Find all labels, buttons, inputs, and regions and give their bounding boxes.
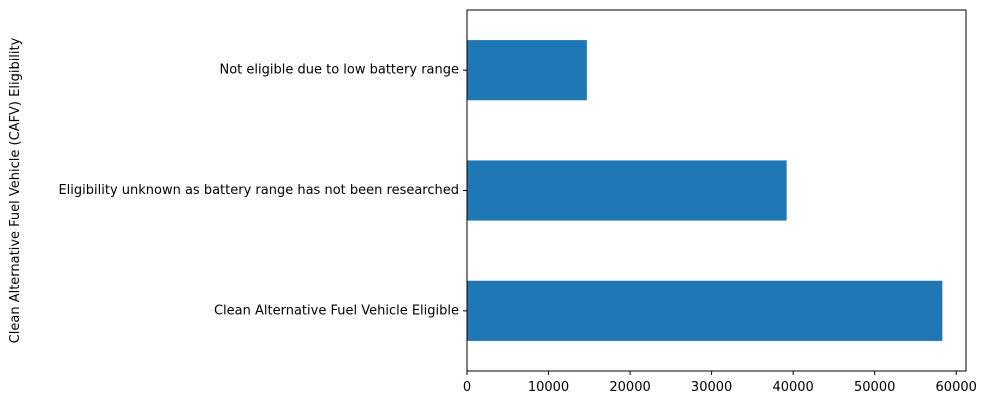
x-tick-label: 0 bbox=[463, 380, 471, 395]
bar bbox=[467, 280, 943, 341]
x-tick-label: 50000 bbox=[854, 380, 895, 395]
x-tick-label: 20000 bbox=[609, 380, 650, 395]
x-tick-label: 30000 bbox=[691, 380, 732, 395]
y-axis-label: Clean Alternative Fuel Vehicle (CAFV) El… bbox=[8, 37, 23, 343]
y-axis-ticks: Not eligible due to low battery range Eli… bbox=[58, 63, 467, 318]
x-tick-label: 10000 bbox=[528, 380, 569, 395]
bars bbox=[467, 40, 943, 341]
x-axis-ticks: 0 10000 20000 30000 40000 50000 60000 bbox=[463, 371, 977, 395]
y-tick-label: Eligibility unknown as battery range has… bbox=[58, 183, 459, 198]
bar bbox=[467, 40, 587, 101]
x-tick-label: 40000 bbox=[772, 380, 813, 395]
y-tick-label: Clean Alternative Fuel Vehicle Eligible bbox=[214, 303, 459, 318]
bar bbox=[467, 160, 787, 221]
x-tick-label: 60000 bbox=[936, 380, 977, 395]
y-tick-label: Not eligible due to low battery range bbox=[219, 63, 459, 78]
